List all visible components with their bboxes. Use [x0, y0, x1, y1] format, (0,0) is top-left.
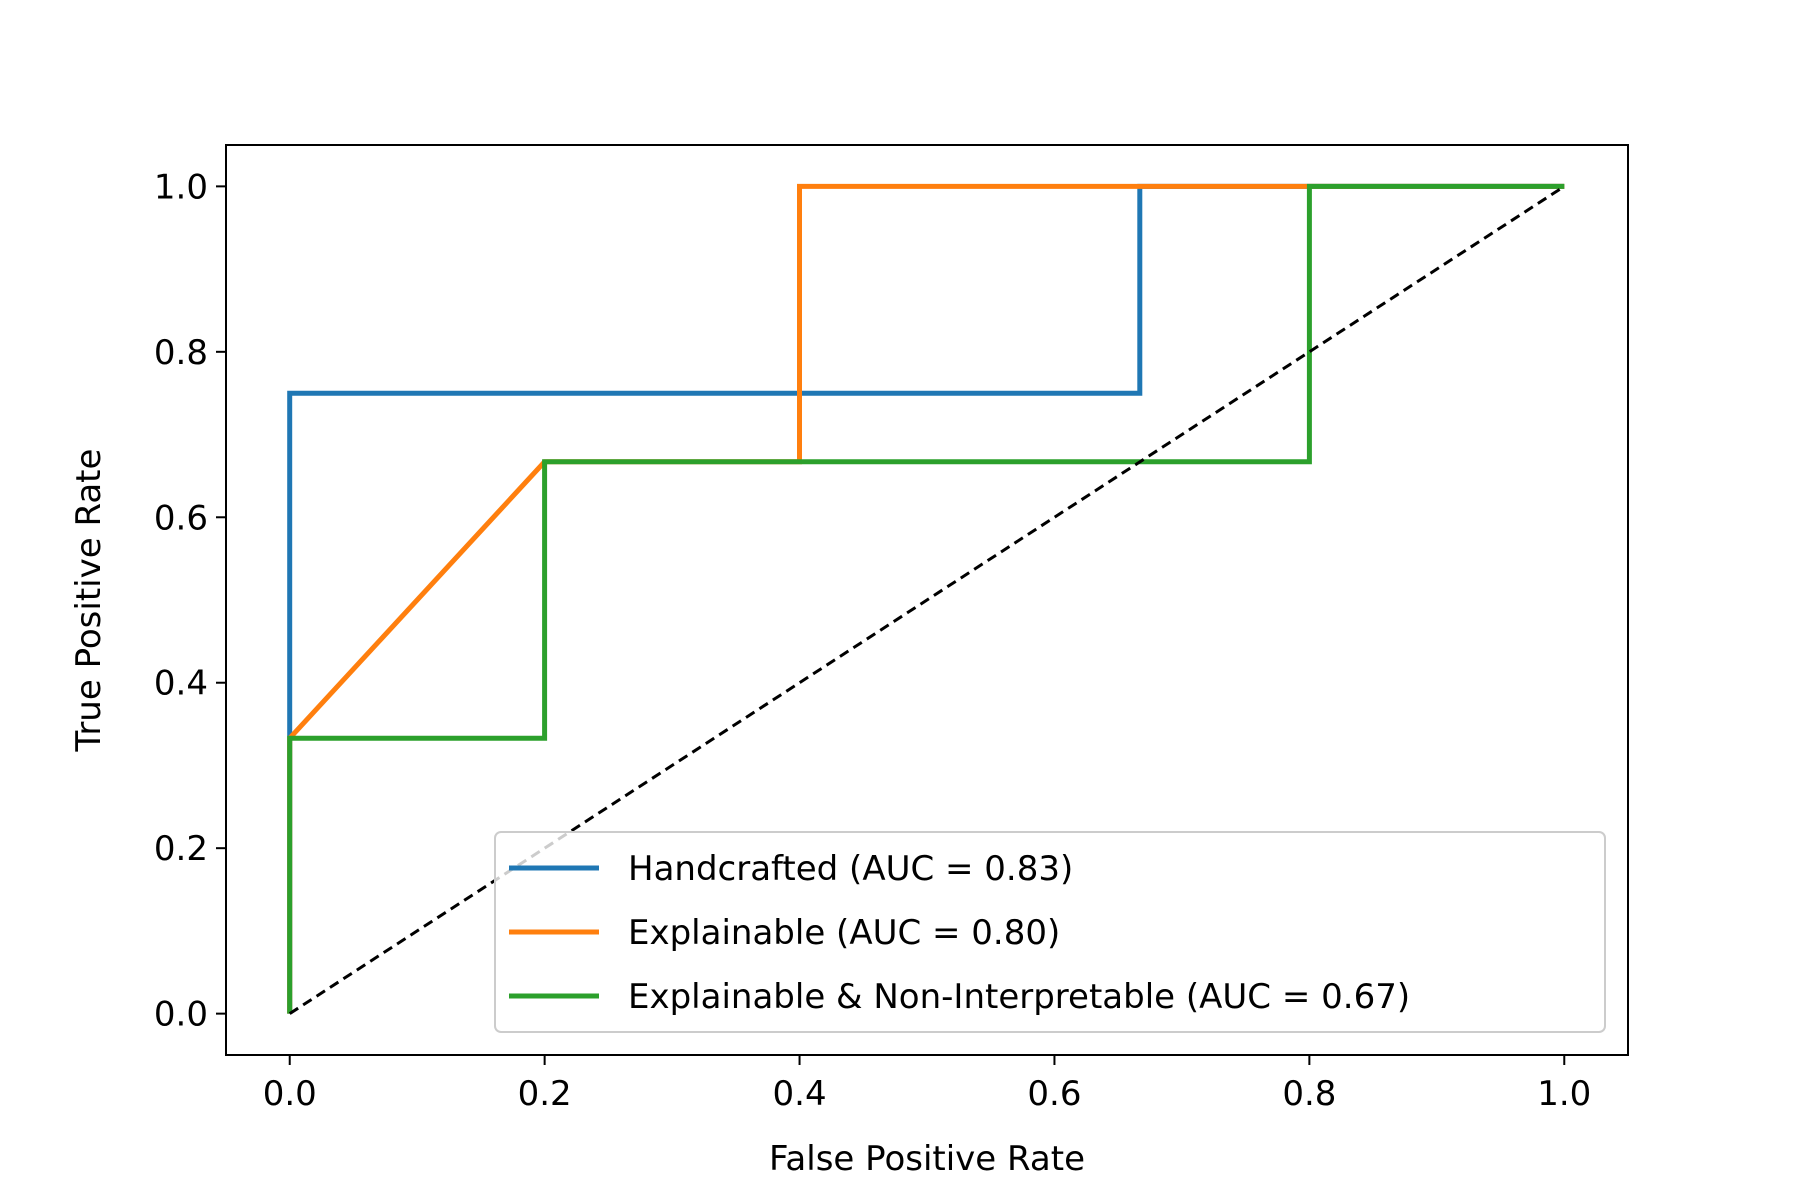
x-tick-label: 0.0 — [263, 1074, 317, 1114]
reference-diagonal-line — [288, 185, 1566, 1015]
series-line-3 — [287, 183, 1565, 1014]
x-tick-label: 0.2 — [518, 1074, 572, 1114]
y-tick-label: 0.8 — [154, 333, 208, 373]
x-axis: 0.0 0.2 0.4 0.6 0.8 1.0 — [263, 1055, 1591, 1114]
y-tick-label: 0.6 — [154, 498, 208, 538]
legend-label: Explainable & Non-Interpretable (AUC = 0… — [628, 977, 1410, 1017]
y-tick-label: 1.0 — [154, 167, 208, 207]
plot-lines — [287, 183, 1566, 1015]
x-tick-label: 0.4 — [773, 1074, 827, 1114]
legend-label: Handcrafted (AUC = 0.83) — [628, 849, 1073, 889]
x-axis-title: False Positive Rate — [769, 1139, 1085, 1179]
plot-frame — [225, 144, 1629, 1056]
legend: Handcrafted (AUC = 0.83) Explainable (AUC… — [494, 831, 1606, 1033]
legend-label: Explainable (AUC = 0.80) — [628, 913, 1060, 953]
x-tick-label: 0.8 — [1282, 1074, 1336, 1114]
y-tick-label: 0.4 — [154, 664, 208, 704]
y-axis-title: True Positive Rate — [69, 449, 109, 753]
legend-box — [494, 831, 1606, 1033]
x-tick-label: 1.0 — [1537, 1074, 1591, 1114]
y-tick-label: 0.0 — [154, 995, 208, 1035]
x-tick-label: 0.6 — [1027, 1074, 1081, 1114]
y-tick-label: 0.2 — [154, 829, 208, 869]
y-axis: 0.0 0.2 0.4 0.6 0.8 1.0 — [154, 167, 226, 1035]
